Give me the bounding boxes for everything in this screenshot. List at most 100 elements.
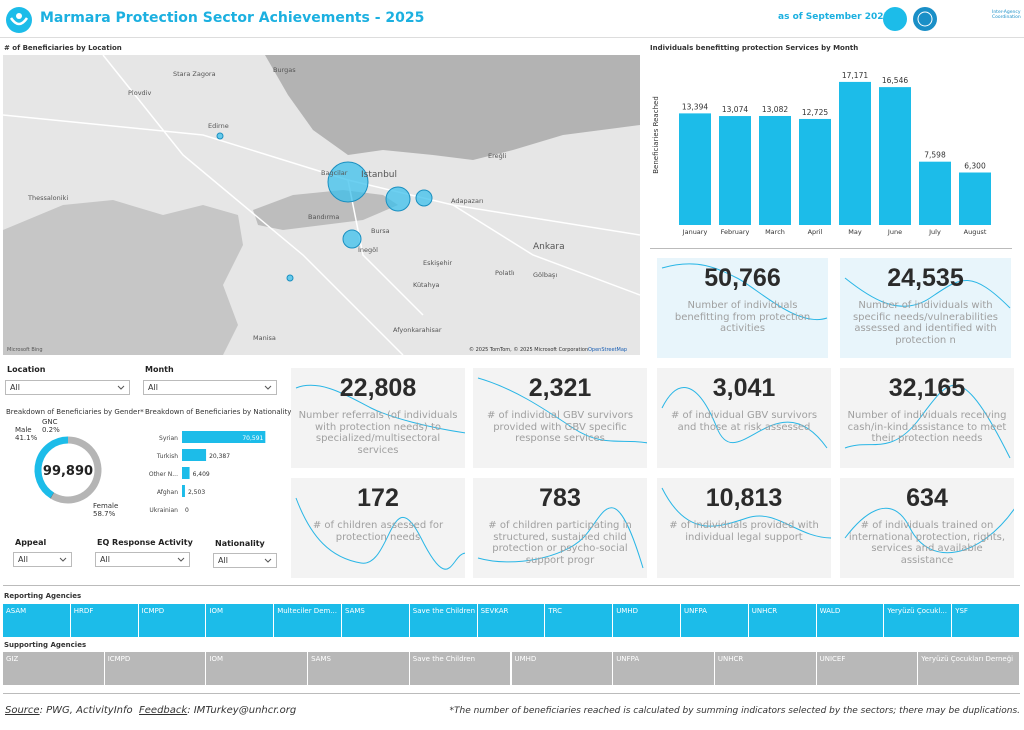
sparkline-path bbox=[844, 507, 1014, 554]
kpi-label: Number referrals (of individuals with pr… bbox=[298, 410, 458, 456]
value-label: 6,300 bbox=[964, 162, 986, 171]
kpi-card: 10,813 # of individuals provided with ind… bbox=[657, 478, 831, 578]
agency-tile: IOM bbox=[206, 604, 275, 637]
agency-tile: UMHD bbox=[613, 604, 681, 637]
source: : PWG, ActivityInfo bbox=[39, 705, 133, 716]
map-place: İnegöl bbox=[358, 245, 378, 254]
map-place: Afyonkarahisar bbox=[393, 326, 442, 334]
supporting-title: Supporting Agencies bbox=[4, 641, 87, 649]
map-place: Burgas bbox=[273, 66, 296, 74]
sparkline bbox=[844, 277, 1011, 309]
map-place: Manisa bbox=[253, 334, 276, 342]
dropdown[interactable]: All bbox=[5, 380, 130, 395]
value-label: 6,409 bbox=[193, 471, 210, 478]
agency-tile: UNFPA bbox=[613, 652, 715, 685]
divider bbox=[0, 37, 1024, 38]
map-place: Edirne bbox=[208, 122, 229, 130]
kpi-label: # of individual GBV survivors provided w… bbox=[486, 410, 634, 444]
partner-logos bbox=[883, 7, 937, 31]
chevron bbox=[264, 385, 272, 390]
bar bbox=[679, 113, 711, 225]
agency-tile: WALD bbox=[816, 604, 885, 637]
sparkline-path bbox=[477, 507, 644, 569]
value-label: 17,171 bbox=[842, 71, 868, 80]
map-osm[interactable]: OpenStreetMap bbox=[588, 347, 627, 353]
chevron-path bbox=[264, 558, 272, 563]
dropdown[interactable]: All bbox=[95, 552, 190, 567]
agency-tile: UNHCR bbox=[748, 604, 817, 637]
chevron bbox=[177, 557, 185, 562]
map-place: Istanbul bbox=[361, 170, 397, 180]
dropdown-value: All bbox=[10, 383, 20, 392]
bar bbox=[182, 467, 190, 479]
reporting-title: Reporting Agencies bbox=[4, 592, 82, 600]
bar bbox=[182, 431, 266, 443]
y-tick-label: Turkish bbox=[156, 453, 178, 460]
map-place: Polatlı bbox=[495, 269, 515, 277]
map-bing: Microsoft Bing bbox=[7, 347, 43, 353]
agency-tile: HRDF bbox=[70, 604, 139, 637]
x-tick-label: February bbox=[721, 228, 750, 236]
dropdown[interactable]: All bbox=[213, 553, 277, 568]
agency-tile: SAMS bbox=[308, 652, 410, 685]
kpi-value: 172 bbox=[357, 484, 399, 512]
chevron-path bbox=[117, 385, 125, 390]
filter-label: Month bbox=[145, 365, 174, 374]
dropdown-value: All bbox=[148, 383, 158, 392]
dropdown[interactable]: All bbox=[13, 552, 72, 567]
legend-value: 58.7% bbox=[93, 510, 116, 518]
sparkline-path bbox=[661, 387, 828, 449]
value-label: 20,387 bbox=[209, 453, 230, 460]
legend-name: GNC bbox=[42, 418, 58, 426]
agency-tile: UNHCR bbox=[714, 652, 817, 685]
kpi-label: Number of individuals receiving cash/in-… bbox=[847, 410, 1007, 444]
filter-label: Nationality bbox=[215, 539, 265, 548]
logo bbox=[6, 7, 32, 33]
agency-tile: YSF bbox=[952, 604, 1020, 637]
kpi-label: # of individuals provided with individua… bbox=[669, 520, 819, 543]
legend-value: 0.2% bbox=[42, 426, 60, 434]
sparkline bbox=[295, 384, 465, 434]
agency-tile: SEVKAR bbox=[477, 604, 546, 637]
map-place: Bagcilar bbox=[321, 169, 348, 177]
agency-tile: Yeryüzü Çocukl... bbox=[884, 604, 953, 637]
map-attribution: © 2025 TomTom, © 2025 Microsoft Corporat… bbox=[469, 346, 588, 353]
y-tick-label: Syrian bbox=[159, 435, 178, 442]
y-tick-label: Ukrainian bbox=[149, 507, 178, 514]
map-title: # of Beneficiaries by Location bbox=[4, 44, 122, 52]
agency-tile: SAMS bbox=[342, 604, 410, 637]
filter-label: Location bbox=[7, 365, 46, 374]
agency-tile: GIZ bbox=[3, 652, 105, 685]
dropdown-value: All bbox=[18, 555, 28, 564]
value-label: 0 bbox=[185, 507, 189, 514]
filter-label: EQ Response Activity bbox=[97, 538, 193, 547]
bar bbox=[759, 115, 791, 225]
agency-tile: Save the Children bbox=[409, 604, 478, 637]
map-place: Stara Zagora bbox=[173, 70, 216, 78]
divider bbox=[650, 248, 1012, 249]
agency-tile: ICMPD bbox=[104, 652, 207, 685]
chevron bbox=[117, 385, 125, 390]
month-chart-title: Individuals benefitting protection Servi… bbox=[650, 44, 859, 52]
sparkline bbox=[295, 497, 465, 570]
map-place: Eskişehir bbox=[423, 259, 452, 267]
chevron-path bbox=[264, 385, 272, 390]
page-title: Marmara Protection Sector Achievements -… bbox=[40, 10, 425, 26]
value-label: 13,394 bbox=[682, 102, 708, 111]
kpi-label: Number of individuals benefitting from p… bbox=[674, 300, 811, 334]
partner-text: Inter-Agency Coordination bbox=[992, 10, 1021, 20]
agency-tile: TRC bbox=[545, 604, 614, 637]
sparkline-path bbox=[844, 277, 1011, 309]
divider bbox=[3, 585, 1020, 586]
kpi-card: 3,041 # of individual GBV survivors and t… bbox=[657, 368, 831, 468]
agency-tile: Multeciler Dem... bbox=[274, 604, 342, 637]
legend-value: 41.1% bbox=[15, 434, 38, 442]
agency-tile: UNFPA bbox=[681, 604, 749, 637]
dropdown[interactable]: All bbox=[143, 380, 277, 395]
kpi-value: 783 bbox=[539, 484, 581, 512]
agency-tile: Save the Children bbox=[409, 652, 512, 685]
map-place: Thessaloniki bbox=[27, 194, 68, 202]
agency-tile: UNICEF bbox=[816, 652, 919, 685]
sparkline-path bbox=[661, 263, 828, 321]
